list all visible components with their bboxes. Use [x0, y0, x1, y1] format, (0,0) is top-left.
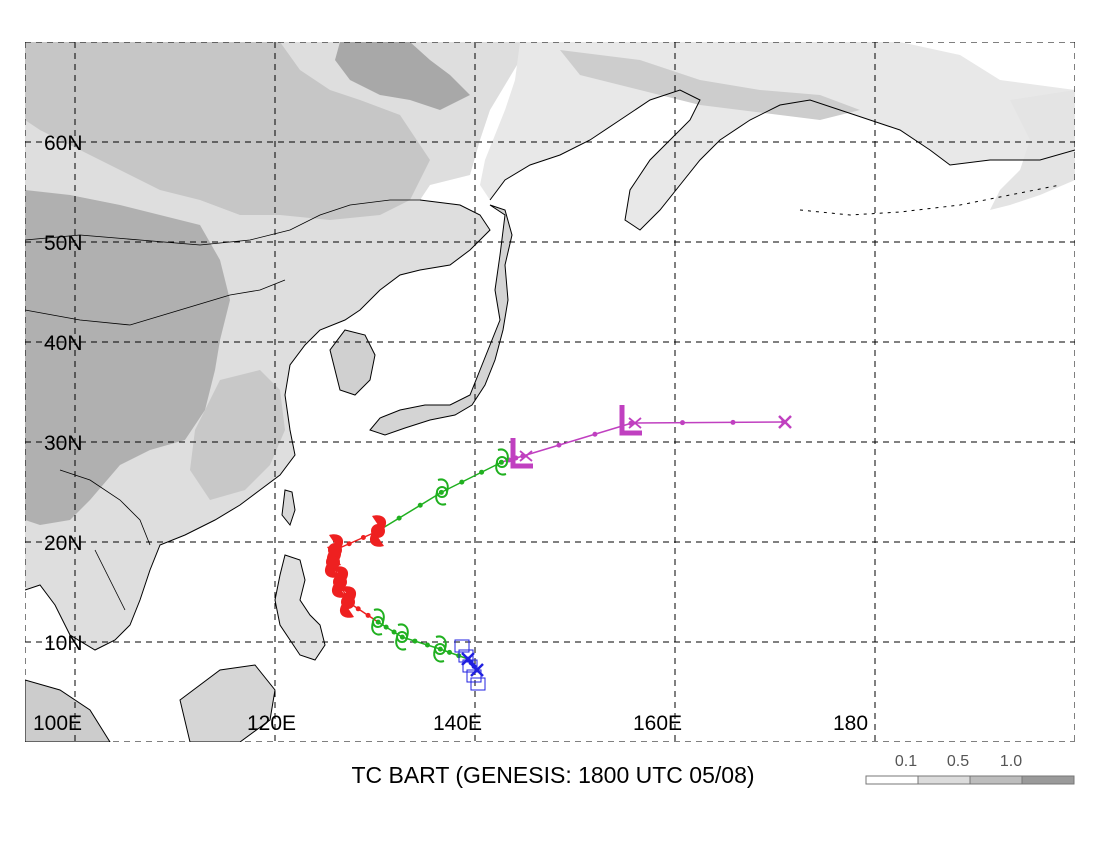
storm-track	[324, 405, 792, 691]
track-dot	[396, 515, 402, 521]
legend-swatch-1	[917, 775, 971, 785]
graticule	[25, 42, 1075, 742]
track-segment	[631, 421, 786, 424]
depression-box	[462, 659, 478, 673]
track-dot	[412, 638, 418, 644]
track-dot	[391, 629, 397, 635]
lon-label-100e: 100E	[33, 712, 82, 735]
terrain-mid-fareast	[560, 50, 860, 120]
track-dot	[355, 606, 361, 612]
terrain-legend: 0.1 0.5 1.0	[865, 753, 1075, 785]
track-dot	[417, 502, 423, 508]
typhoon-icon	[339, 586, 357, 618]
aleutian-islands	[799, 184, 1061, 216]
track-dot	[459, 479, 465, 485]
track-dot	[447, 649, 453, 655]
legend-swatch-2	[969, 775, 1023, 785]
track-dot	[730, 419, 736, 425]
track-dot	[346, 541, 352, 547]
storm-icon	[395, 623, 409, 651]
lat-label-40n: 40N	[44, 332, 83, 355]
track-dot	[556, 442, 562, 448]
track-dot	[679, 420, 685, 426]
storm-icon	[495, 448, 509, 476]
track-dot	[383, 624, 389, 630]
track-dot	[438, 489, 444, 495]
track-dot	[424, 642, 430, 648]
kamchatka-landmass	[480, 42, 1075, 230]
legend-label-1-0: 1.0	[1000, 753, 1022, 770]
terrain-mid-china-south	[190, 370, 285, 500]
x-icon	[778, 415, 792, 429]
track-segment	[334, 530, 379, 551]
alaska-landmass	[990, 90, 1075, 210]
terrain-dark-tibet	[25, 190, 230, 525]
legend-label-0-5: 0.5	[947, 753, 969, 770]
track-dot	[437, 646, 443, 652]
sumatra-island	[25, 679, 111, 742]
lon-label-120e: 120E	[247, 712, 296, 735]
track-dot	[592, 431, 598, 437]
typhoon-icon	[326, 534, 344, 566]
track-dot	[365, 612, 371, 618]
track-dot	[375, 619, 381, 625]
lon-label-180: 180	[833, 712, 868, 735]
track-dot	[498, 459, 504, 465]
lat-label-50n: 50N	[44, 232, 83, 255]
map-title: TC BART (GENESIS: 1800 UTC 05/08)	[351, 762, 754, 788]
typhoon-icon	[369, 515, 387, 547]
legend-swatch-3	[1021, 775, 1075, 785]
lat-label-20n: 20N	[44, 532, 83, 555]
track-segment	[441, 461, 503, 493]
legend-swatch-0	[865, 775, 919, 785]
terrain-dark-siberia	[335, 42, 470, 110]
taiwan-island	[281, 489, 296, 527]
country-borders	[25, 199, 420, 611]
track-segment	[377, 491, 443, 532]
terrain-mid-mongolia	[25, 42, 430, 220]
depression-box	[454, 639, 470, 653]
typhoon-icon	[331, 566, 349, 598]
storm-icon	[371, 608, 385, 636]
track-segment	[401, 636, 441, 650]
lon-label-140e: 140E	[433, 712, 482, 735]
lon-label-160e: 160E	[633, 712, 682, 735]
philippines-islands	[274, 554, 326, 661]
lat-label-60n: 60N	[44, 132, 83, 155]
legend-label-0-1: 0.1	[895, 753, 917, 770]
fareast-coastline	[489, 89, 1075, 231]
track-segment	[522, 422, 633, 457]
storm-icon	[433, 635, 447, 663]
low-icon	[619, 405, 642, 436]
track-dot	[479, 469, 485, 475]
depression-box	[470, 677, 486, 691]
japan-landmass	[369, 204, 513, 436]
low-icon	[510, 438, 533, 469]
borneo-island	[179, 664, 276, 742]
storm-icon	[435, 478, 449, 506]
x-icon	[461, 652, 475, 666]
depression-box	[458, 649, 474, 663]
lat-label-10n: 10N	[44, 632, 83, 655]
track-dot	[399, 634, 405, 640]
depression-box	[466, 669, 482, 683]
longitude-labels: 100E 120E 140E 160E 180	[33, 712, 868, 735]
lat-label-30n: 30N	[44, 432, 83, 455]
track-dot	[360, 534, 366, 540]
latitude-labels: 60N 50N 40N 30N 20N 10N	[44, 132, 83, 655]
